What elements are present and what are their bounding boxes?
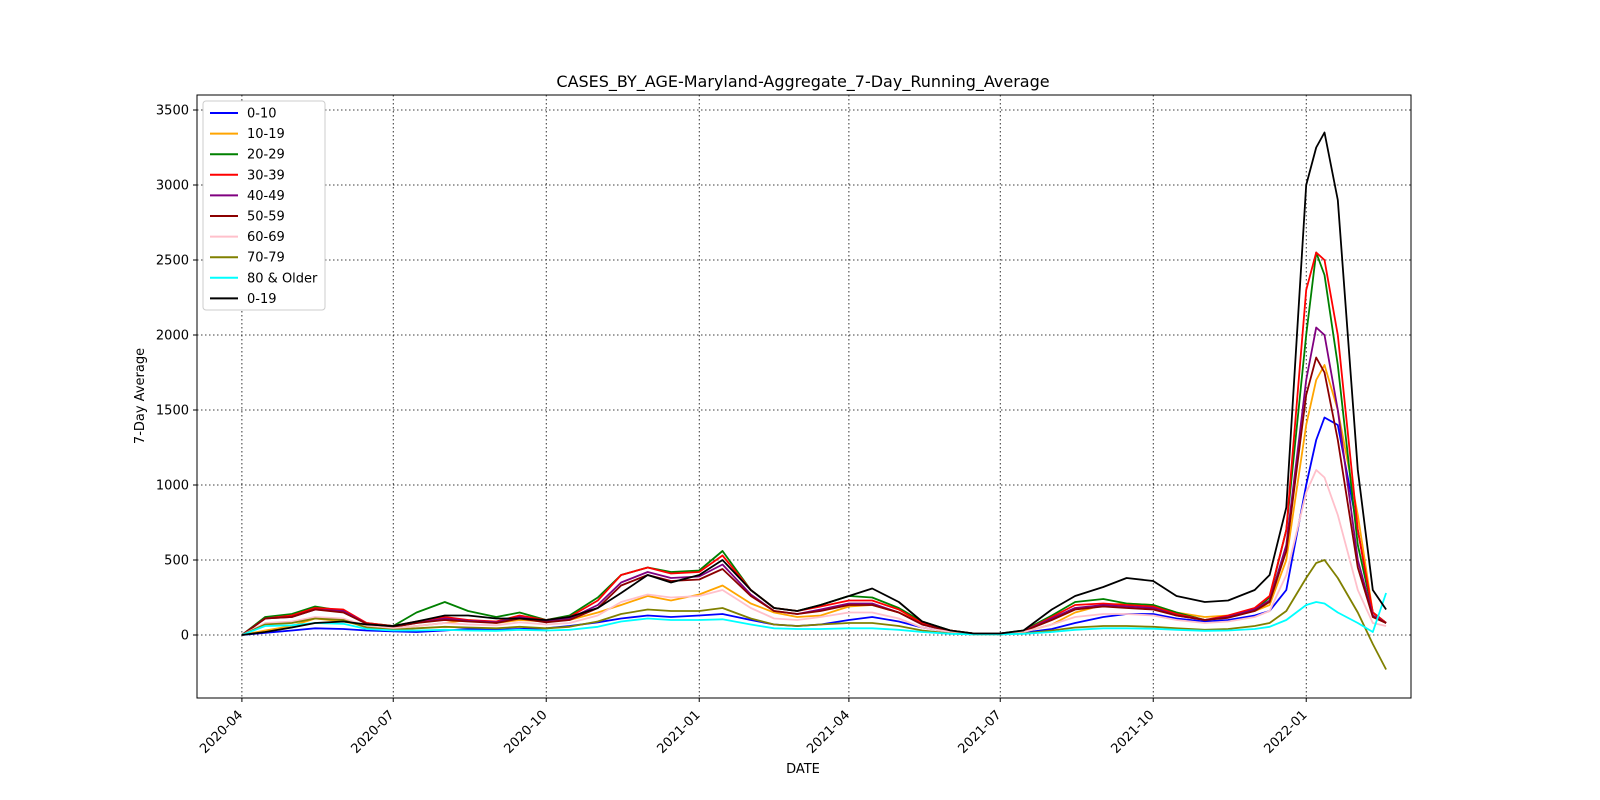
x-tick-label: 2022-01 — [1262, 708, 1311, 757]
y-tick-label: 3500 — [156, 104, 189, 119]
series-line-0-10 — [241, 416, 1387, 636]
y-tick-label: 1000 — [156, 479, 189, 494]
series-line-40-49 — [241, 326, 1387, 636]
y-tick-label: 2500 — [156, 254, 189, 269]
series-line-10-19 — [241, 364, 1387, 636]
x-axis-label: DATE — [786, 762, 820, 777]
legend-label-80-older: 80 & Older — [247, 271, 318, 286]
legend-label-30-39: 30-39 — [247, 168, 285, 183]
series-lines — [241, 131, 1387, 670]
x-tick-label: 2021-07 — [956, 708, 1005, 757]
legend-label-60-69: 60-69 — [247, 230, 285, 245]
plot-frame — [196, 94, 1412, 699]
x-axis-ticks: 2020-04 2020-07 2020-10 2021-01 2021-04 2021-… — [197, 698, 1311, 757]
y-axis-ticks: 0 500 1000 1500 2000 2500 3000 3500 — [156, 104, 197, 644]
chart-title: CASES_BY_AGE-Maryland-Aggregate_7-Day_Ru… — [556, 72, 1049, 92]
series-line-20-29 — [241, 251, 1387, 636]
legend-label-10-19: 10-19 — [247, 127, 285, 142]
series-line-60-69 — [241, 469, 1387, 636]
y-tick-label: 2000 — [156, 329, 189, 344]
y-axis-label: 7-Day Average — [133, 348, 148, 444]
y-tick-label: 1500 — [156, 404, 189, 419]
gridlines — [197, 95, 1411, 698]
x-tick-label: 2021-04 — [804, 708, 853, 757]
x-tick-label: 2021-01 — [655, 708, 704, 757]
series-line-30-39 — [241, 251, 1387, 636]
legend-label-0-19: 0-19 — [247, 292, 277, 307]
legend-label-40-49: 40-49 — [247, 189, 285, 204]
legend-label-20-29: 20-29 — [247, 148, 285, 163]
x-tick-label: 2020-07 — [349, 708, 398, 757]
y-tick-label: 3000 — [156, 179, 189, 194]
legend-label-70-79: 70-79 — [247, 251, 285, 266]
x-tick-label: 2020-04 — [197, 708, 246, 757]
series-line-0-19 — [241, 131, 1387, 636]
legend-label-0-10: 0-10 — [247, 107, 277, 122]
legend-label-50-59: 50-59 — [247, 210, 285, 225]
series-line-80-older — [241, 592, 1387, 636]
legend: 0-10 10-19 20-29 30-39 40-49 50-59 60-69 70-79 8… — [202, 100, 326, 311]
y-tick-label: 0 — [181, 629, 189, 644]
x-tick-label: 2020-10 — [502, 708, 551, 757]
series-line-50-59 — [241, 356, 1387, 636]
x-tick-label: 2021-10 — [1109, 708, 1158, 757]
series-line-70-79 — [241, 559, 1387, 670]
y-tick-label: 500 — [164, 554, 189, 569]
